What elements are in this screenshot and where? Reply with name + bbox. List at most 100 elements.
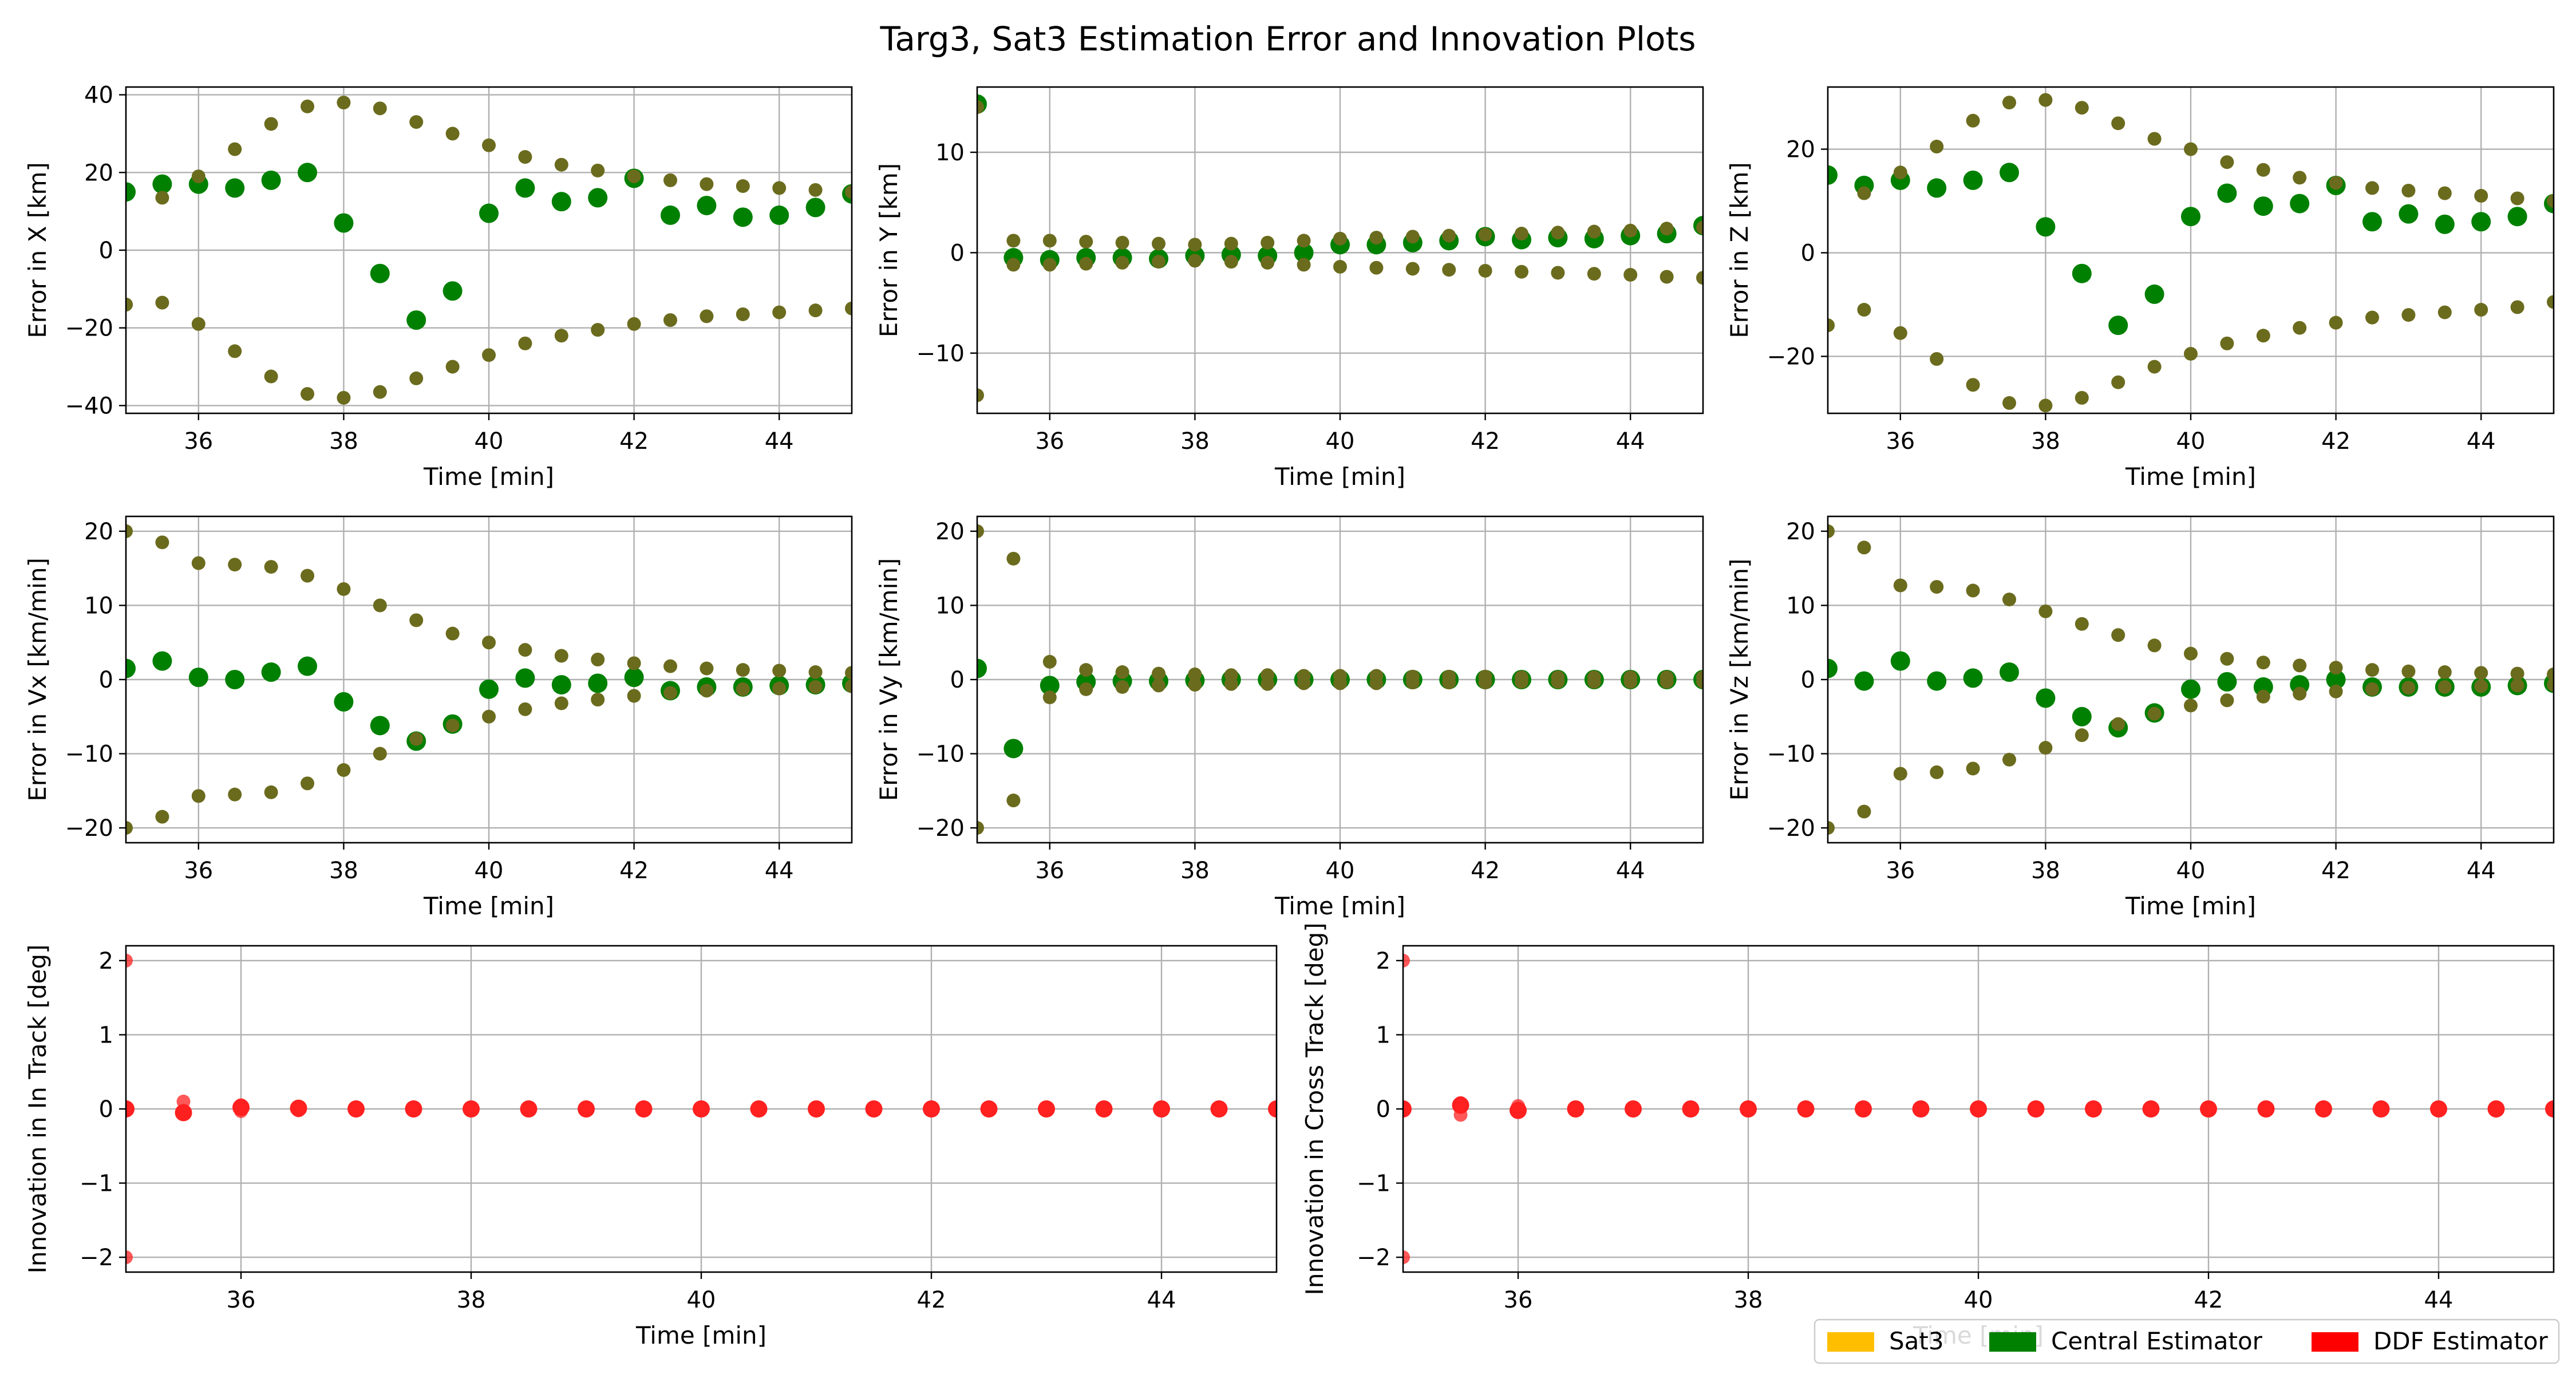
error-point: [2181, 679, 2200, 699]
upper-point: [1893, 578, 1907, 593]
lower-point: [1453, 1108, 1468, 1122]
lower-point: [1006, 258, 1021, 272]
x-tick-label: 40: [1326, 858, 1355, 884]
error-point: [152, 651, 172, 671]
lower-point: [627, 689, 641, 703]
upper-point: [1893, 165, 1907, 180]
upper-point: [736, 663, 750, 677]
upper-point: [2147, 132, 2162, 146]
error-point: [298, 163, 317, 183]
error-point: [977, 658, 987, 678]
lower-point: [1224, 677, 1238, 691]
lower-point: [291, 1103, 306, 1118]
error-point: [2290, 194, 2310, 214]
lower-point: [234, 1104, 248, 1118]
lower-point: [1587, 267, 1601, 281]
y-tick-label: 20: [1786, 519, 1815, 545]
upper-point: [1515, 227, 1528, 241]
y-tick-label: −20: [916, 815, 965, 842]
upper-point: [2293, 171, 2307, 185]
y-axis-label: Innovation in In Track [deg]: [23, 945, 52, 1274]
lower-point: [2365, 682, 2379, 696]
error-point: [225, 178, 245, 198]
x-tick-label: 40: [2176, 858, 2206, 884]
lower-point: [228, 344, 242, 358]
y-tick-label: −1: [1357, 1171, 1390, 1197]
upper-point: [1551, 226, 1565, 240]
upper-point: [155, 535, 169, 550]
upper-point: [2329, 176, 2343, 190]
upper-point: [126, 953, 133, 968]
lower-point: [373, 385, 387, 399]
legend-label: Sat3: [1889, 1327, 1944, 1355]
lower-point: [191, 317, 206, 331]
lower-point: [2075, 390, 2089, 405]
x-axis-label: Time [min]: [2125, 892, 2256, 920]
x-tick-label: 38: [457, 1287, 486, 1313]
x-tick-label: 38: [1180, 428, 1210, 455]
upper-point: [1453, 1096, 1468, 1110]
upper-point: [1403, 953, 1410, 968]
y-tick-label: 20: [1786, 137, 1815, 163]
upper-point: [2256, 163, 2270, 177]
upper-point: [2510, 666, 2524, 681]
lower-point: [1696, 271, 1703, 285]
lower-point: [301, 387, 314, 401]
y-tick-label: 0: [99, 1096, 113, 1123]
lower-point: [176, 1105, 191, 1120]
lower-point: [1405, 262, 1420, 276]
legend-label: DDF Estimator: [2373, 1327, 2549, 1355]
lower-point: [482, 348, 496, 362]
lower-point: [2256, 689, 2270, 704]
axes-frame: [125, 945, 1278, 1273]
upper-point: [772, 664, 787, 678]
upper-point: [1115, 235, 1129, 250]
lower-point: [1224, 255, 1238, 269]
upper-point: [591, 653, 605, 667]
upper-point: [1224, 236, 1238, 251]
y-tick-label: 10: [935, 140, 965, 166]
upper-point: [301, 568, 314, 583]
upper-point: [2111, 628, 2125, 642]
lower-point: [1006, 793, 1021, 808]
x-tick-label: 42: [917, 1287, 946, 1313]
error-point: [2072, 706, 2092, 727]
legend-swatch: [2312, 1332, 2358, 1352]
x-tick-label: 44: [1616, 858, 1645, 884]
lower-point: [700, 684, 714, 698]
lower-point: [1333, 259, 1347, 274]
lower-point: [2256, 329, 2270, 343]
upper-point: [845, 666, 852, 680]
upper-point: [1828, 524, 1835, 538]
error-point: [2181, 207, 2200, 227]
lower-point: [2510, 300, 2524, 314]
upper-point: [1696, 220, 1703, 235]
lower-point: [1369, 676, 1384, 690]
legend-label: Central Estimator: [2051, 1327, 2263, 1355]
y-tick-label: 2: [1376, 948, 1390, 974]
lower-point: [2401, 681, 2416, 695]
x-axis-label: Time [min]: [1274, 463, 1405, 491]
lower-point: [1893, 767, 1907, 781]
x-tick-label: 44: [765, 428, 794, 455]
y-tick-label: −40: [65, 393, 113, 419]
lower-point: [627, 317, 641, 331]
lower-point: [264, 785, 278, 799]
y-tick-label: 0: [99, 238, 113, 264]
error-point: [697, 195, 717, 215]
error-point: [661, 205, 680, 225]
upper-point: [2293, 658, 2307, 673]
lower-point: [845, 301, 852, 315]
y-tick-label: −10: [916, 741, 965, 768]
error-point: [298, 656, 317, 676]
lower-point: [2401, 308, 2416, 322]
upper-point: [2365, 663, 2379, 677]
legend-swatch: [1827, 1332, 1874, 1352]
upper-point: [977, 524, 984, 538]
lower-point: [1079, 256, 1093, 271]
lower-point: [482, 709, 496, 724]
panel-3: 36 38 40 42 44 −20 0 20 Time [min] Error in Z [km…: [1725, 86, 2555, 491]
x-tick-label: 36: [1886, 858, 1915, 884]
y-tick-label: 20: [84, 519, 113, 545]
